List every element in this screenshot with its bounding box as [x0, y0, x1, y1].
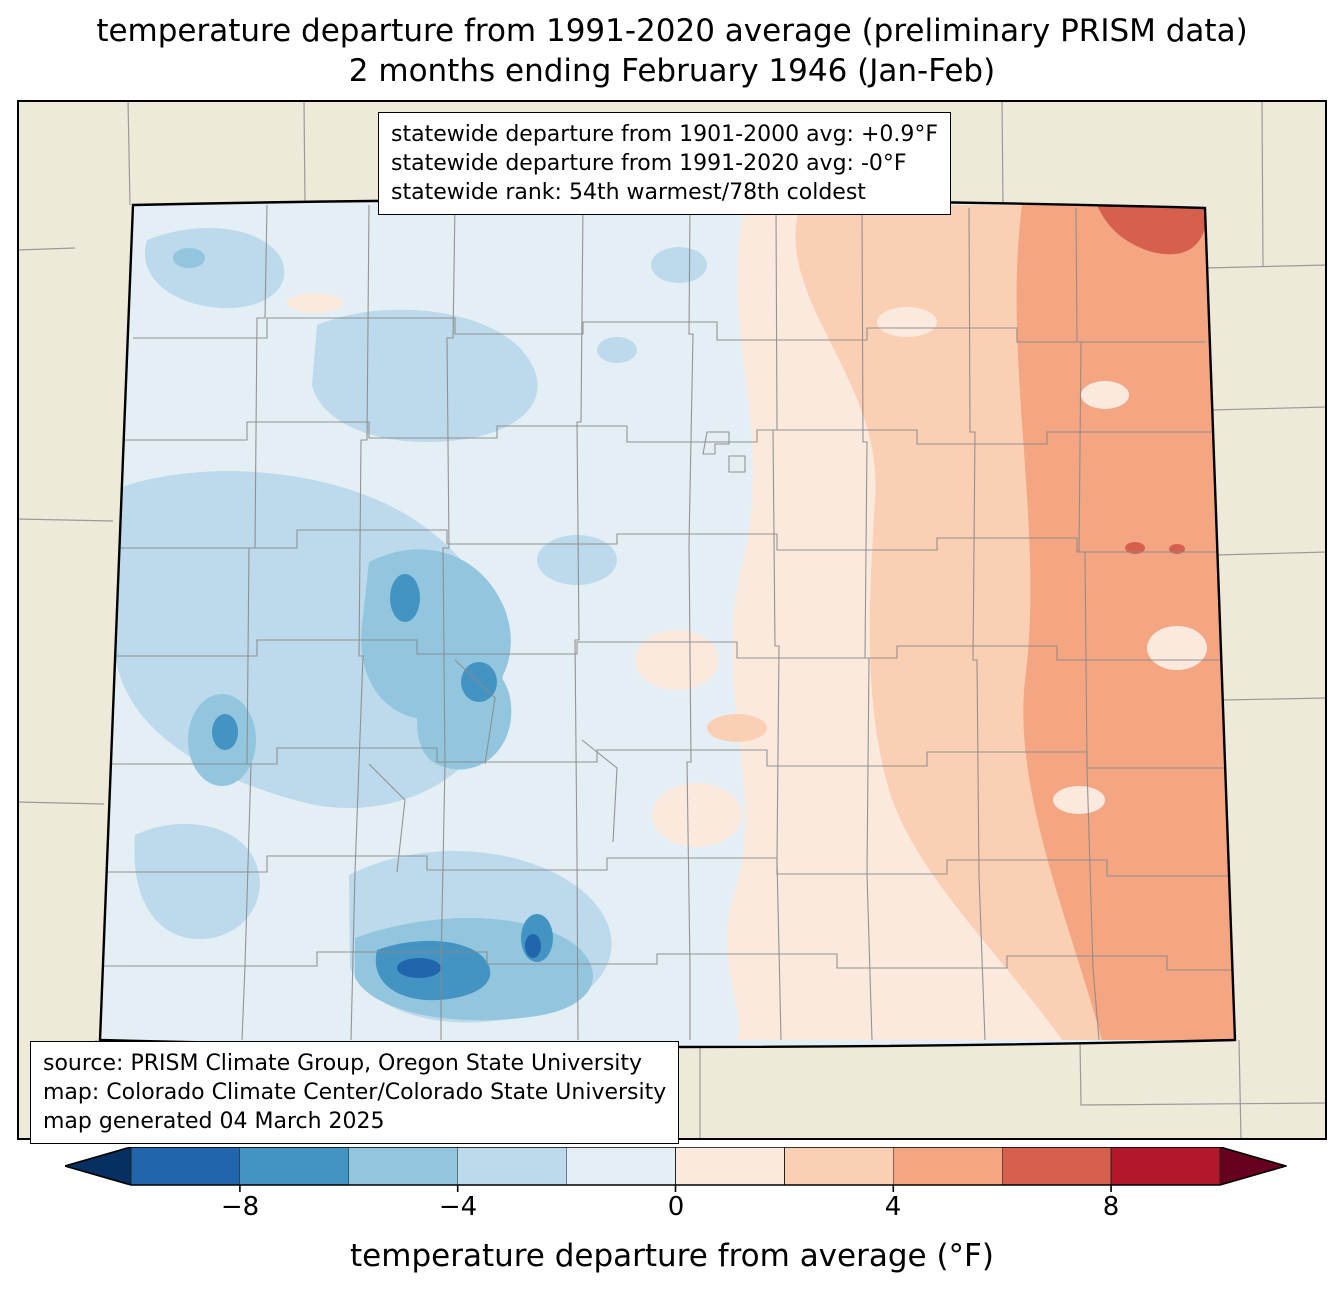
map-plot-area: statewide departure from 1901-2000 avg: …	[17, 100, 1327, 1145]
colorbar-segment	[457, 1147, 567, 1186]
source-line-1: source: PRISM Climate Group, Oregon Stat…	[43, 1051, 643, 1076]
hot-blob-ne	[1097, 205, 1205, 255]
colorbar-segment	[239, 1147, 350, 1186]
colorbar-tick-label: 8	[1102, 1192, 1120, 1222]
colorbar-tick-marks	[239, 1185, 1112, 1192]
warm-zone-deep	[1016, 205, 1235, 1040]
source-line-2: map: Colorado Climate Center/Colorado St…	[43, 1080, 667, 1106]
colorbar-tick-label: 4	[884, 1192, 902, 1222]
title-line-1: temperature departure from 1991-2020 ave…	[96, 13, 1248, 49]
warm-spot-center	[707, 714, 767, 742]
source-line-3: map generated 04 March 2025	[43, 1109, 385, 1135]
colorbar-segment	[892, 1147, 1003, 1186]
temperature-field	[100, 199, 1235, 1047]
colorbar-outline	[65, 1147, 1287, 1186]
title-line-2: 2 months ending February 1946 (Jan-Feb)	[348, 52, 996, 89]
colorbar-tick-label: −4	[438, 1192, 478, 1222]
coldest-cores	[212, 574, 553, 1001]
colorbar-right-arrow	[1219, 1147, 1287, 1186]
pale-pink-patches	[287, 293, 742, 847]
colorbar-segment	[348, 1147, 459, 1186]
colorbar-segment	[1110, 1147, 1221, 1186]
colorbar-segment	[1001, 1147, 1112, 1186]
stats-box: statewide departure from 1901-2000 avg: …	[378, 112, 952, 216]
stats-line-3: statewide rank: 54th warmest/78th coldes…	[391, 180, 866, 206]
neighbor-boundaries	[17, 100, 1327, 1140]
colorbar-tick-label: −8	[220, 1192, 260, 1222]
colorbar-segment	[784, 1147, 894, 1186]
colorbar	[65, 1147, 1287, 1192]
colorbar-segment	[675, 1147, 785, 1186]
colorbar-tick-label: 0	[667, 1192, 685, 1222]
source-box: source: PRISM Climate Group, Oregon Stat…	[30, 1041, 680, 1145]
warm-zone-pale-spots	[877, 307, 1207, 814]
stats-line-1: statewide departure from 1901-2000 avg: …	[391, 122, 939, 147]
colorbar-segment	[130, 1147, 241, 1186]
colorbar-segment	[566, 1147, 676, 1186]
colorado-map	[17, 100, 1327, 1140]
colorbar-axis-label: temperature departure from average (°F)	[350, 1238, 994, 1274]
page-title: temperature departure from 1991-2020 ave…	[0, 12, 1344, 91]
stats-line-2: statewide departure from 1991-2020 avg: …	[391, 151, 907, 177]
colorbar-left-arrow	[65, 1147, 132, 1186]
county-boundaries	[102, 204, 1234, 1041]
